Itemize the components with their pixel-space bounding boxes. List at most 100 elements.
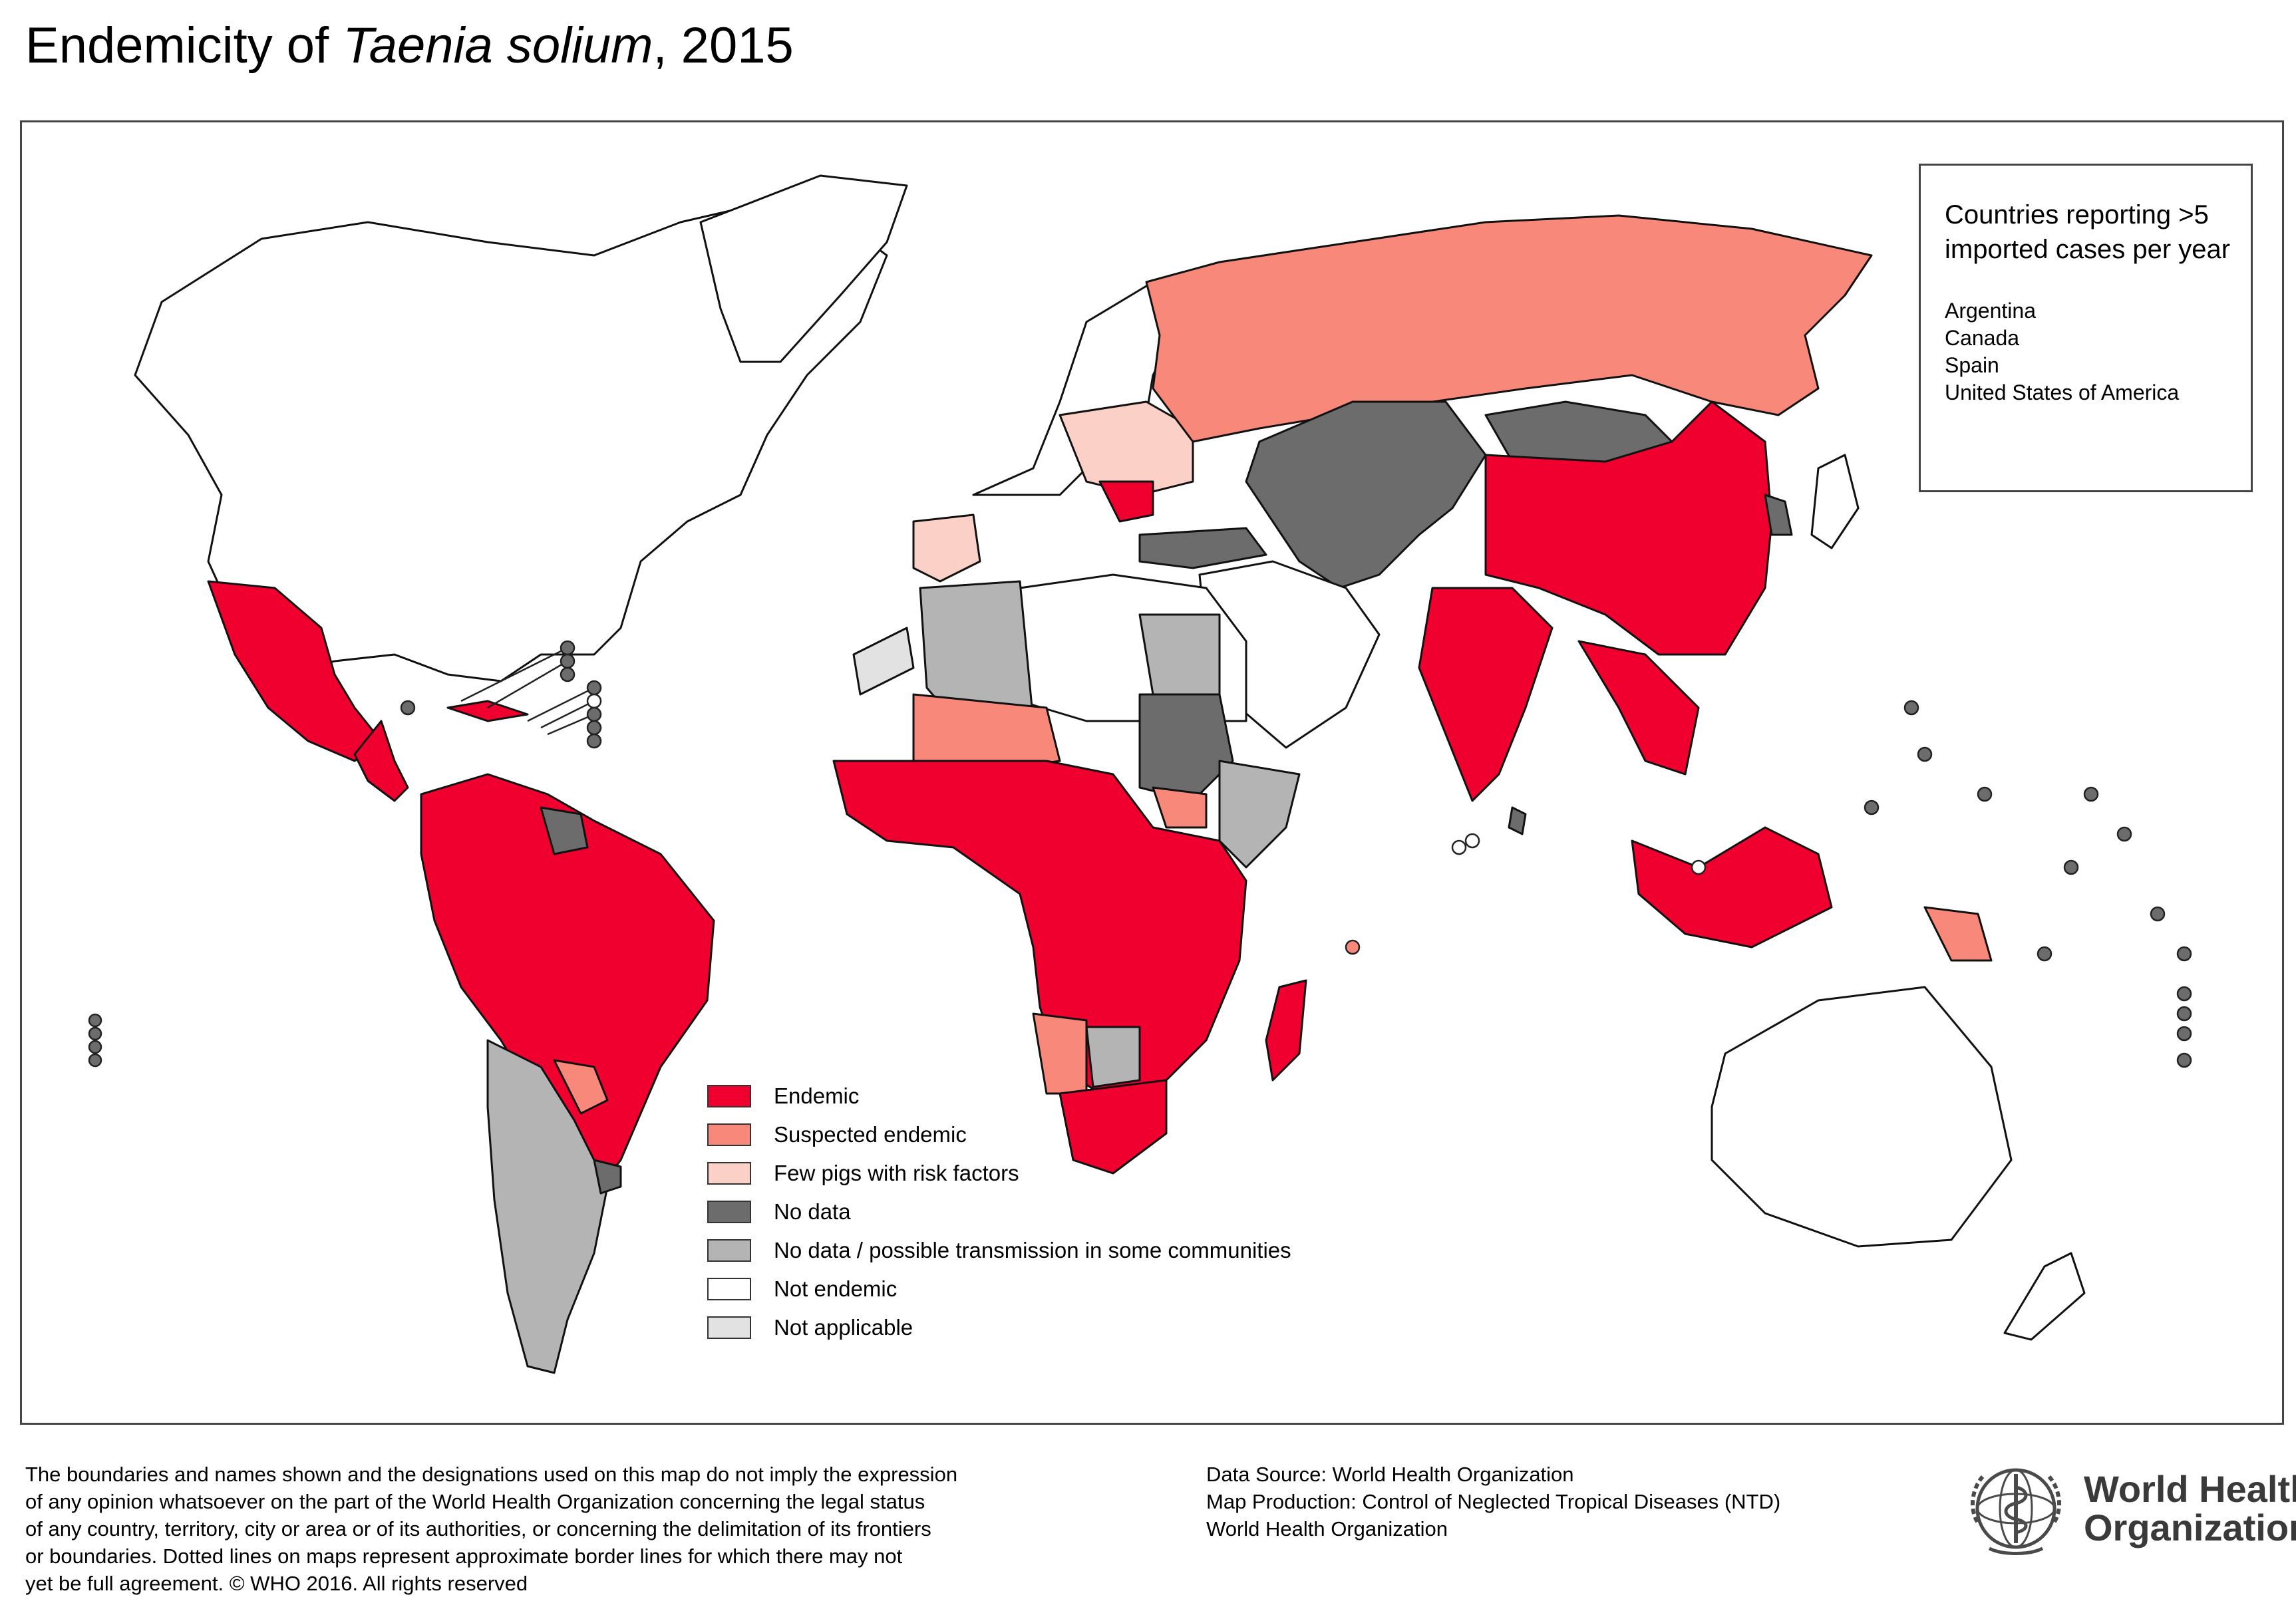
island-marker: [2176, 946, 2192, 962]
imported-cases-title: Countries reporting >5 imported cases pe…: [1945, 200, 2231, 264]
imported-cases-box: Countries reporting >5 imported cases pe…: [1919, 164, 2253, 492]
legend-item-not-endemic: Not endemic: [707, 1270, 1291, 1308]
map-frame: Countries reporting >5 imported cases pe…: [20, 120, 2284, 1425]
island-marker: [2150, 906, 2166, 922]
who-emblem-icon: [1971, 1468, 2061, 1555]
credits-data-source: Data Source: World Health Organization: [1206, 1463, 1574, 1486]
island-marker: [586, 706, 602, 722]
country-new-zealand: [2003, 1252, 2086, 1341]
map-title: Endemicity of Taenia solium, 2015: [25, 9, 794, 82]
island-marker: [1691, 859, 1707, 875]
island-marker: [2176, 1052, 2192, 1068]
legend-item-not-applicable: Not applicable: [707, 1308, 1291, 1347]
legend-label: No data / possible transmission in some …: [774, 1238, 1291, 1262]
legend-swatch: [707, 1201, 751, 1223]
legend-swatch: [707, 1278, 751, 1300]
disclaimer-line: of any opinion whatsoever on the part of…: [25, 1490, 925, 1513]
country-egypt: [1138, 613, 1221, 696]
island-marker: [2176, 986, 2192, 1002]
legend-item-no-data-possible: No data / possible transmission in some …: [707, 1231, 1291, 1270]
disclaimer-line: or boundaries. Dotted lines on maps repr…: [25, 1544, 903, 1568]
island-marker: [2083, 786, 2099, 802]
legend-swatch: [707, 1162, 751, 1185]
region-guianas: [540, 806, 589, 855]
title-prefix: Endemicity of: [25, 17, 343, 74]
island-marker: [1864, 800, 1880, 815]
island-marker: [88, 1040, 102, 1054]
country-spain-portugal: [912, 513, 981, 583]
island-marker: [560, 640, 575, 656]
country-madagascar: [1265, 979, 1307, 1082]
legend-label: Not endemic: [774, 1276, 898, 1301]
country-india: [1418, 587, 1554, 802]
credits-organization: World Health Organization: [1206, 1517, 1448, 1540]
who-name-line2: Organization: [2084, 1507, 2296, 1548]
island-marker: [88, 1053, 102, 1068]
legend-item-few-pigs: Few pigs with risk factors: [707, 1154, 1291, 1193]
island-marker: [1903, 700, 1919, 716]
country-china: [1484, 400, 1773, 656]
island-markers: [88, 640, 2192, 1068]
region-greenland: [699, 174, 908, 363]
region-central-asia: [1245, 400, 1487, 589]
island-marker: [2116, 826, 2132, 842]
map-credits: Data Source: World Health Organization M…: [1206, 1461, 1780, 1542]
who-logo: World Health Organization: [1963, 1455, 2296, 1562]
imported-country: Argentina: [1945, 299, 2036, 323]
country-cuba: [446, 700, 529, 722]
country-south-africa: [1059, 1079, 1168, 1175]
imported-country: Canada: [1945, 326, 2020, 350]
island-marker: [560, 653, 575, 669]
legend-item-suspected-endemic: Suspected endemic: [707, 1115, 1291, 1154]
island-marker: [586, 693, 602, 709]
legend-swatch: [707, 1316, 751, 1339]
island-marker: [586, 720, 602, 736]
legend-swatch: [707, 1239, 751, 1262]
country-japan: [1810, 454, 1860, 549]
island-marker: [1451, 839, 1467, 855]
region-horn-of-africa: [1218, 760, 1301, 869]
credits-map-production: Map Production: Control of Neglected Tro…: [1206, 1490, 1781, 1513]
island-marker: [2063, 859, 2079, 875]
country-botswana: [1085, 1026, 1141, 1088]
island-marker: [2176, 1026, 2192, 1042]
legend-label: Endemic: [774, 1084, 860, 1108]
country-uruguay: [593, 1159, 622, 1195]
legend-label: Few pigs with risk factors: [774, 1161, 1019, 1185]
legend-item-no-data: No data: [707, 1193, 1291, 1231]
island-marker: [586, 680, 602, 696]
island-marker: [1917, 746, 1933, 762]
world-map: [88, 174, 2192, 1374]
legend-item-endemic: Endemic: [707, 1077, 1291, 1115]
country-paraguay: [553, 1059, 609, 1115]
region-eastern-europe: [1059, 400, 1194, 496]
country-australia: [1711, 986, 2013, 1248]
region-central-america: [353, 720, 409, 802]
island-marker: [2176, 1006, 2192, 1022]
country-argentina: [486, 1039, 609, 1374]
island-marker: [1345, 939, 1361, 955]
map-legend: Endemic Suspected endemic Few pigs with …: [707, 1077, 1291, 1347]
country-sudan: [1138, 693, 1234, 802]
region-southeast-asia: [1577, 640, 1700, 776]
island-marker: [88, 1013, 102, 1028]
legend-label: Not applicable: [774, 1315, 913, 1340]
imported-country: United States of America: [1945, 380, 2180, 404]
country-south-sudan: [1152, 786, 1208, 829]
island-marker: [88, 1026, 102, 1041]
disclaimer-line: The boundaries and names shown and the d…: [25, 1463, 958, 1486]
island-marker: [400, 700, 416, 716]
who-name-line1: World Health: [2084, 1468, 2296, 1510]
title-species: Taenia solium: [343, 17, 653, 74]
island-marker: [560, 666, 575, 682]
legend-label: No data: [774, 1199, 851, 1224]
who-name: World Health Organization: [2084, 1470, 2296, 1547]
country-russia: [1145, 214, 1873, 443]
island-marker: [2037, 946, 2052, 962]
country-western-sahara: [852, 627, 915, 696]
map-disclaimer: The boundaries and names shown and the d…: [25, 1461, 1116, 1597]
region-indonesia: [1631, 826, 1833, 949]
legend-swatch: [707, 1123, 751, 1146]
imported-cases-list: Argentina Canada Spain United States of …: [1945, 297, 2251, 406]
island-marker: [1464, 833, 1480, 849]
